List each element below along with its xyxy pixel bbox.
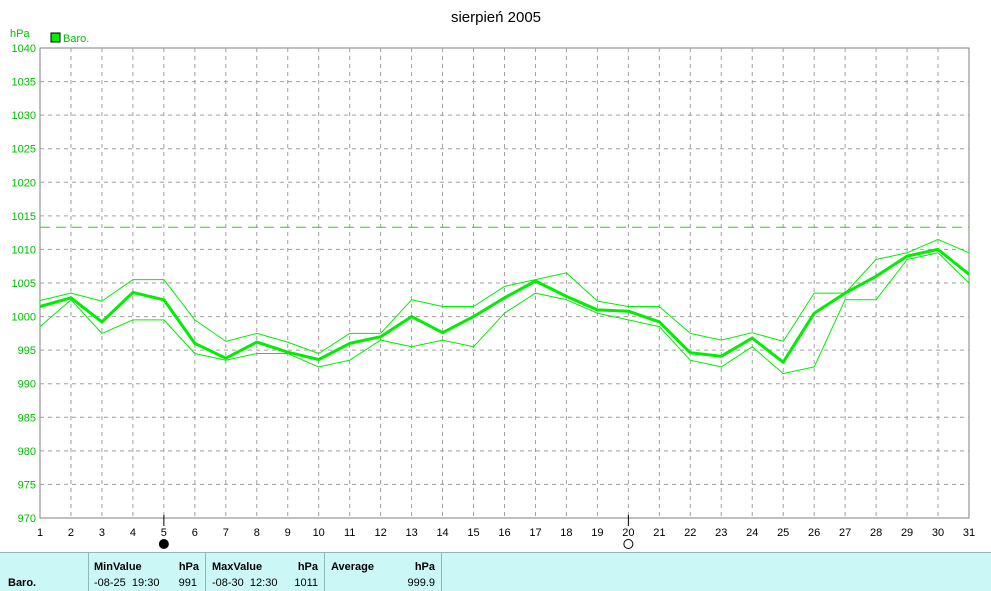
avg-unit: hPa xyxy=(414,561,435,573)
x-tick-label: 13 xyxy=(405,527,417,539)
y-tick-label: 995 xyxy=(18,345,36,357)
stats-series-cell: Baro. xyxy=(0,553,89,591)
x-tick-label: 23 xyxy=(715,527,727,539)
x-tick-label: 17 xyxy=(529,527,541,539)
y-tick-label: 970 xyxy=(18,513,36,525)
max-unit: hPa xyxy=(297,561,318,573)
y-tick-label: 975 xyxy=(18,479,36,491)
x-tick-label: 16 xyxy=(498,527,510,539)
max-time: -08-30 12:30 xyxy=(212,577,278,589)
x-tick-label: 8 xyxy=(254,527,260,539)
x-tick-label: 26 xyxy=(808,527,820,539)
full-moon-marker xyxy=(158,539,169,549)
x-tick-label: 10 xyxy=(313,527,325,539)
series-line-max xyxy=(39,238,970,354)
x-tick-label: 24 xyxy=(746,527,758,539)
x-tick-label: 18 xyxy=(560,527,572,539)
x-tick-label: 21 xyxy=(653,527,665,539)
x-tick-label: 30 xyxy=(932,527,944,539)
y-tick-label: 1010 xyxy=(12,244,36,256)
x-tick-label: 6 xyxy=(192,527,198,539)
x-tick-label: 19 xyxy=(591,527,603,539)
y-tick-label: 1005 xyxy=(12,278,36,290)
grid xyxy=(39,47,970,519)
min-header: MinValue xyxy=(94,561,142,573)
x-tick-label: 28 xyxy=(870,527,882,539)
chart: sierpień 2005 hPa Baro. 9709759809859909… xyxy=(10,9,975,549)
legend-swatch xyxy=(50,32,61,43)
y-tick-label: 1025 xyxy=(12,144,36,156)
stats-panel: Baro. MinValue hPa -08-25 19:30 991 MaxV… xyxy=(0,552,991,591)
x-tick-label: 2 xyxy=(68,527,74,539)
x-tick-label: 9 xyxy=(285,527,291,539)
new-moon-marker xyxy=(623,539,634,549)
x-tick-label: 15 xyxy=(467,527,479,539)
chart-title: sierpień 2005 xyxy=(451,9,541,26)
x-tick-label: 22 xyxy=(684,527,696,539)
x-tick-label: 3 xyxy=(99,527,105,539)
x-tick-label: 5 xyxy=(161,527,167,539)
min-value: 991 xyxy=(178,577,197,589)
series-group xyxy=(39,226,970,375)
series-line-average xyxy=(39,247,970,364)
avg-header: Average xyxy=(331,561,375,573)
avg-value: 999.9 xyxy=(407,577,435,589)
x-tick-label: 12 xyxy=(375,527,387,539)
stats-avg-cell: Average hPa 999.9 xyxy=(325,553,442,591)
max-header: MaxValue xyxy=(212,561,263,573)
y-tick-label: 1000 xyxy=(12,312,36,324)
x-tick-label: 4 xyxy=(130,527,136,539)
y-tick-label: 1035 xyxy=(12,77,36,89)
stats-series-label: Baro. xyxy=(8,577,37,589)
y-tick-label: 1030 xyxy=(12,110,36,122)
y-axis-ticks: 970 975 980 985 990 995 1000 1005 1010 1015 1020 10… xyxy=(12,43,36,525)
x-tick-label: 14 xyxy=(436,527,448,539)
x-tick-label: 31 xyxy=(963,527,975,539)
stats-min-cell: MinValue hPa -08-25 19:30 991 xyxy=(89,553,206,591)
y-tick-label: 990 xyxy=(18,379,36,391)
y-tick-label: 1040 xyxy=(12,43,36,55)
x-tick-label: 27 xyxy=(839,527,851,539)
x-tick-label: 11 xyxy=(344,527,355,539)
x-tick-label: 1 xyxy=(37,527,43,539)
series-line-min xyxy=(39,252,970,375)
legend-label: Baro. xyxy=(63,33,89,45)
stats-max-cell: MaxValue hPa -08-30 12:30 1011 xyxy=(206,553,325,591)
max-value: 1011 xyxy=(294,577,318,589)
min-unit: hPa xyxy=(178,561,199,573)
y-axis-unit: hPa xyxy=(10,28,30,40)
y-tick-label: 1015 xyxy=(12,211,36,223)
markers-group xyxy=(158,515,634,549)
y-tick-label: 980 xyxy=(18,446,36,458)
x-tick-label: 25 xyxy=(777,527,789,539)
x-tick-label: 29 xyxy=(901,527,913,539)
min-time: -08-25 19:30 xyxy=(94,577,160,589)
y-tick-label: 1020 xyxy=(12,177,36,189)
x-axis-ticks: 1 2 3 4 5 6 7 8 9 10 11 12 13 14 15 16 17 18 19 20 21 22 23 24 2… xyxy=(37,527,975,539)
x-tick-label: 20 xyxy=(622,527,634,539)
x-tick-label: 7 xyxy=(223,527,229,539)
y-tick-label: 985 xyxy=(18,412,36,424)
